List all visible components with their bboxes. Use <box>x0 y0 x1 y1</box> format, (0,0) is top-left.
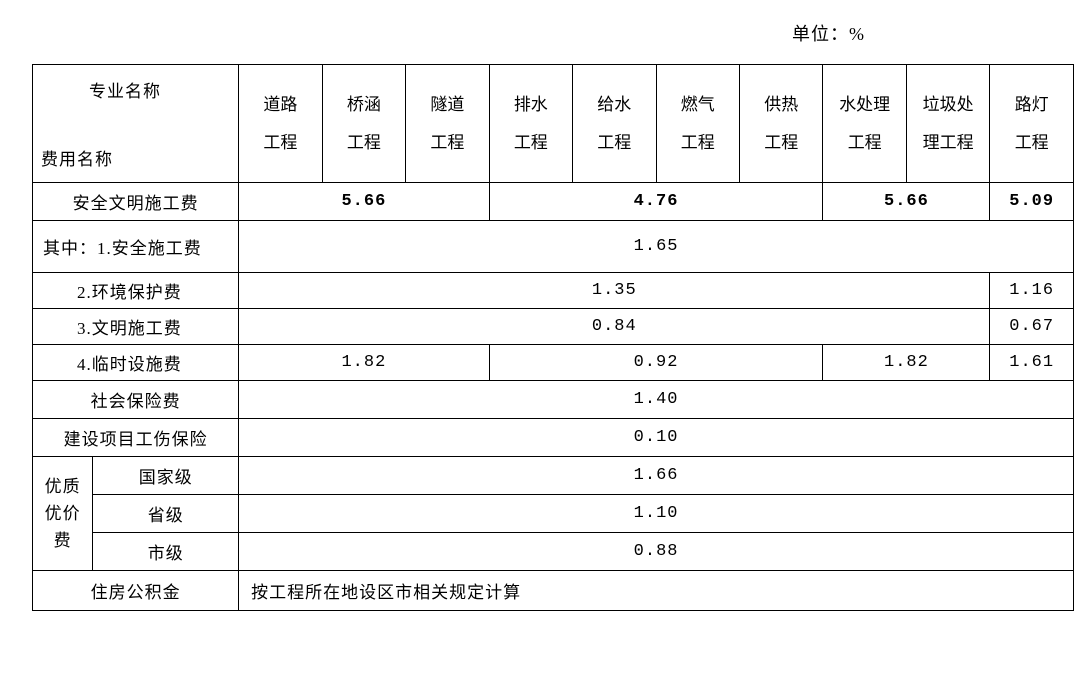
col5-l1: 燃气 <box>661 86 735 123</box>
label-housing-fund: 住房公积金 <box>33 571 239 611</box>
col-header-0: 道路工程 <box>239 65 322 183</box>
col4-l2: 工程 <box>577 124 651 161</box>
val-safety-civil-4: 5.09 <box>990 183 1074 221</box>
col8-l1: 垃圾处 <box>911 86 985 123</box>
row-sub4: 4.临时设施费 1.82 0.92 1.82 1.61 <box>33 345 1074 381</box>
val-injury-insurance: 0.10 <box>239 419 1074 457</box>
row-injury-insurance: 建设项目工伤保险 0.10 <box>33 419 1074 457</box>
col0-l2: 工程 <box>243 124 317 161</box>
header-top-label: 专业名称 <box>89 77 161 102</box>
row-sub1: 其中：1.安全施工费 1.65 <box>33 221 1074 273</box>
col1-l2: 工程 <box>327 124 401 161</box>
val-sub3-2: 0.67 <box>990 309 1074 345</box>
header-diag-cell: 专业名称 费用名称 <box>33 65 239 183</box>
label-quality-provincial: 省级 <box>93 495 239 533</box>
val-sub4-3: 1.82 <box>823 345 990 381</box>
col4-l1: 给水 <box>577 86 651 123</box>
col6-l2: 工程 <box>744 124 818 161</box>
col-header-3: 排水工程 <box>489 65 572 183</box>
col-header-2: 隧道工程 <box>406 65 489 183</box>
col-header-8: 垃圾处理工程 <box>906 65 989 183</box>
note-housing-fund: 按工程所在地设区市相关规定计算 <box>239 571 1074 611</box>
col-header-1: 桥涵工程 <box>322 65 405 183</box>
row-quality-national: 优质优价费 国家级 1.66 <box>33 457 1074 495</box>
row-quality-city: 市级 0.88 <box>33 533 1074 571</box>
col-header-7: 水处理工程 <box>823 65 906 183</box>
val-quality-city: 0.88 <box>239 533 1074 571</box>
val-safety-civil-1: 5.66 <box>239 183 489 221</box>
unit-label: 单位：% <box>20 20 1060 46</box>
col2-l1: 隧道 <box>410 86 484 123</box>
label-sub3: 3.文明施工费 <box>33 309 239 345</box>
fee-rate-table: 专业名称 费用名称 道路工程 桥涵工程 隧道工程 排水工程 给水工程 燃气工程 … <box>32 64 1074 611</box>
label-social-insurance: 社会保险费 <box>33 381 239 419</box>
label-quality-national: 国家级 <box>93 457 239 495</box>
val-safety-civil-2: 4.76 <box>489 183 823 221</box>
val-sub4-2: 0.92 <box>489 345 823 381</box>
label-sub1: 其中：1.安全施工费 <box>33 221 239 273</box>
col8-l2: 理工程 <box>911 124 985 161</box>
val-sub2-2: 1.16 <box>990 273 1074 309</box>
col6-l1: 供热 <box>744 86 818 123</box>
label-quality-city: 市级 <box>93 533 239 571</box>
col9-l1: 路灯 <box>994 86 1069 123</box>
col2-l2: 工程 <box>410 124 484 161</box>
val-sub4-4: 1.61 <box>990 345 1074 381</box>
val-quality-national: 1.66 <box>239 457 1074 495</box>
row-social-insurance: 社会保险费 1.40 <box>33 381 1074 419</box>
col7-l2: 工程 <box>827 124 901 161</box>
val-sub4-1: 1.82 <box>239 345 489 381</box>
col5-l2: 工程 <box>661 124 735 161</box>
label-injury-insurance: 建设项目工伤保险 <box>33 419 239 457</box>
col3-l2: 工程 <box>494 124 568 161</box>
val-sub3-1: 0.84 <box>239 309 990 345</box>
row-housing-fund: 住房公积金 按工程所在地设区市相关规定计算 <box>33 571 1074 611</box>
col-header-6: 供热工程 <box>739 65 822 183</box>
col3-l1: 排水 <box>494 86 568 123</box>
col-header-4: 给水工程 <box>573 65 656 183</box>
label-quality-group: 优质优价费 <box>33 457 93 571</box>
col7-l1: 水处理 <box>827 86 901 123</box>
row-safety-civil: 安全文明施工费 5.66 4.76 5.66 5.09 <box>33 183 1074 221</box>
col-header-5: 燃气工程 <box>656 65 739 183</box>
col1-l1: 桥涵 <box>327 86 401 123</box>
label-safety-civil: 安全文明施工费 <box>33 183 239 221</box>
label-sub4: 4.临时设施费 <box>33 345 239 381</box>
val-quality-provincial: 1.10 <box>239 495 1074 533</box>
header-bottom-label: 费用名称 <box>41 145 113 170</box>
row-quality-provincial: 省级 1.10 <box>33 495 1074 533</box>
val-social-insurance: 1.40 <box>239 381 1074 419</box>
col0-l1: 道路 <box>243 86 317 123</box>
val-sub1: 1.65 <box>239 221 1074 273</box>
header-row: 专业名称 费用名称 道路工程 桥涵工程 隧道工程 排水工程 给水工程 燃气工程 … <box>33 65 1074 183</box>
row-sub2: 2.环境保护费 1.35 1.16 <box>33 273 1074 309</box>
row-sub3: 3.文明施工费 0.84 0.67 <box>33 309 1074 345</box>
col-header-9: 路灯工程 <box>990 65 1074 183</box>
val-safety-civil-3: 5.66 <box>823 183 990 221</box>
val-sub2-1: 1.35 <box>239 273 990 309</box>
col9-l2: 工程 <box>994 124 1069 161</box>
label-sub2: 2.环境保护费 <box>33 273 239 309</box>
